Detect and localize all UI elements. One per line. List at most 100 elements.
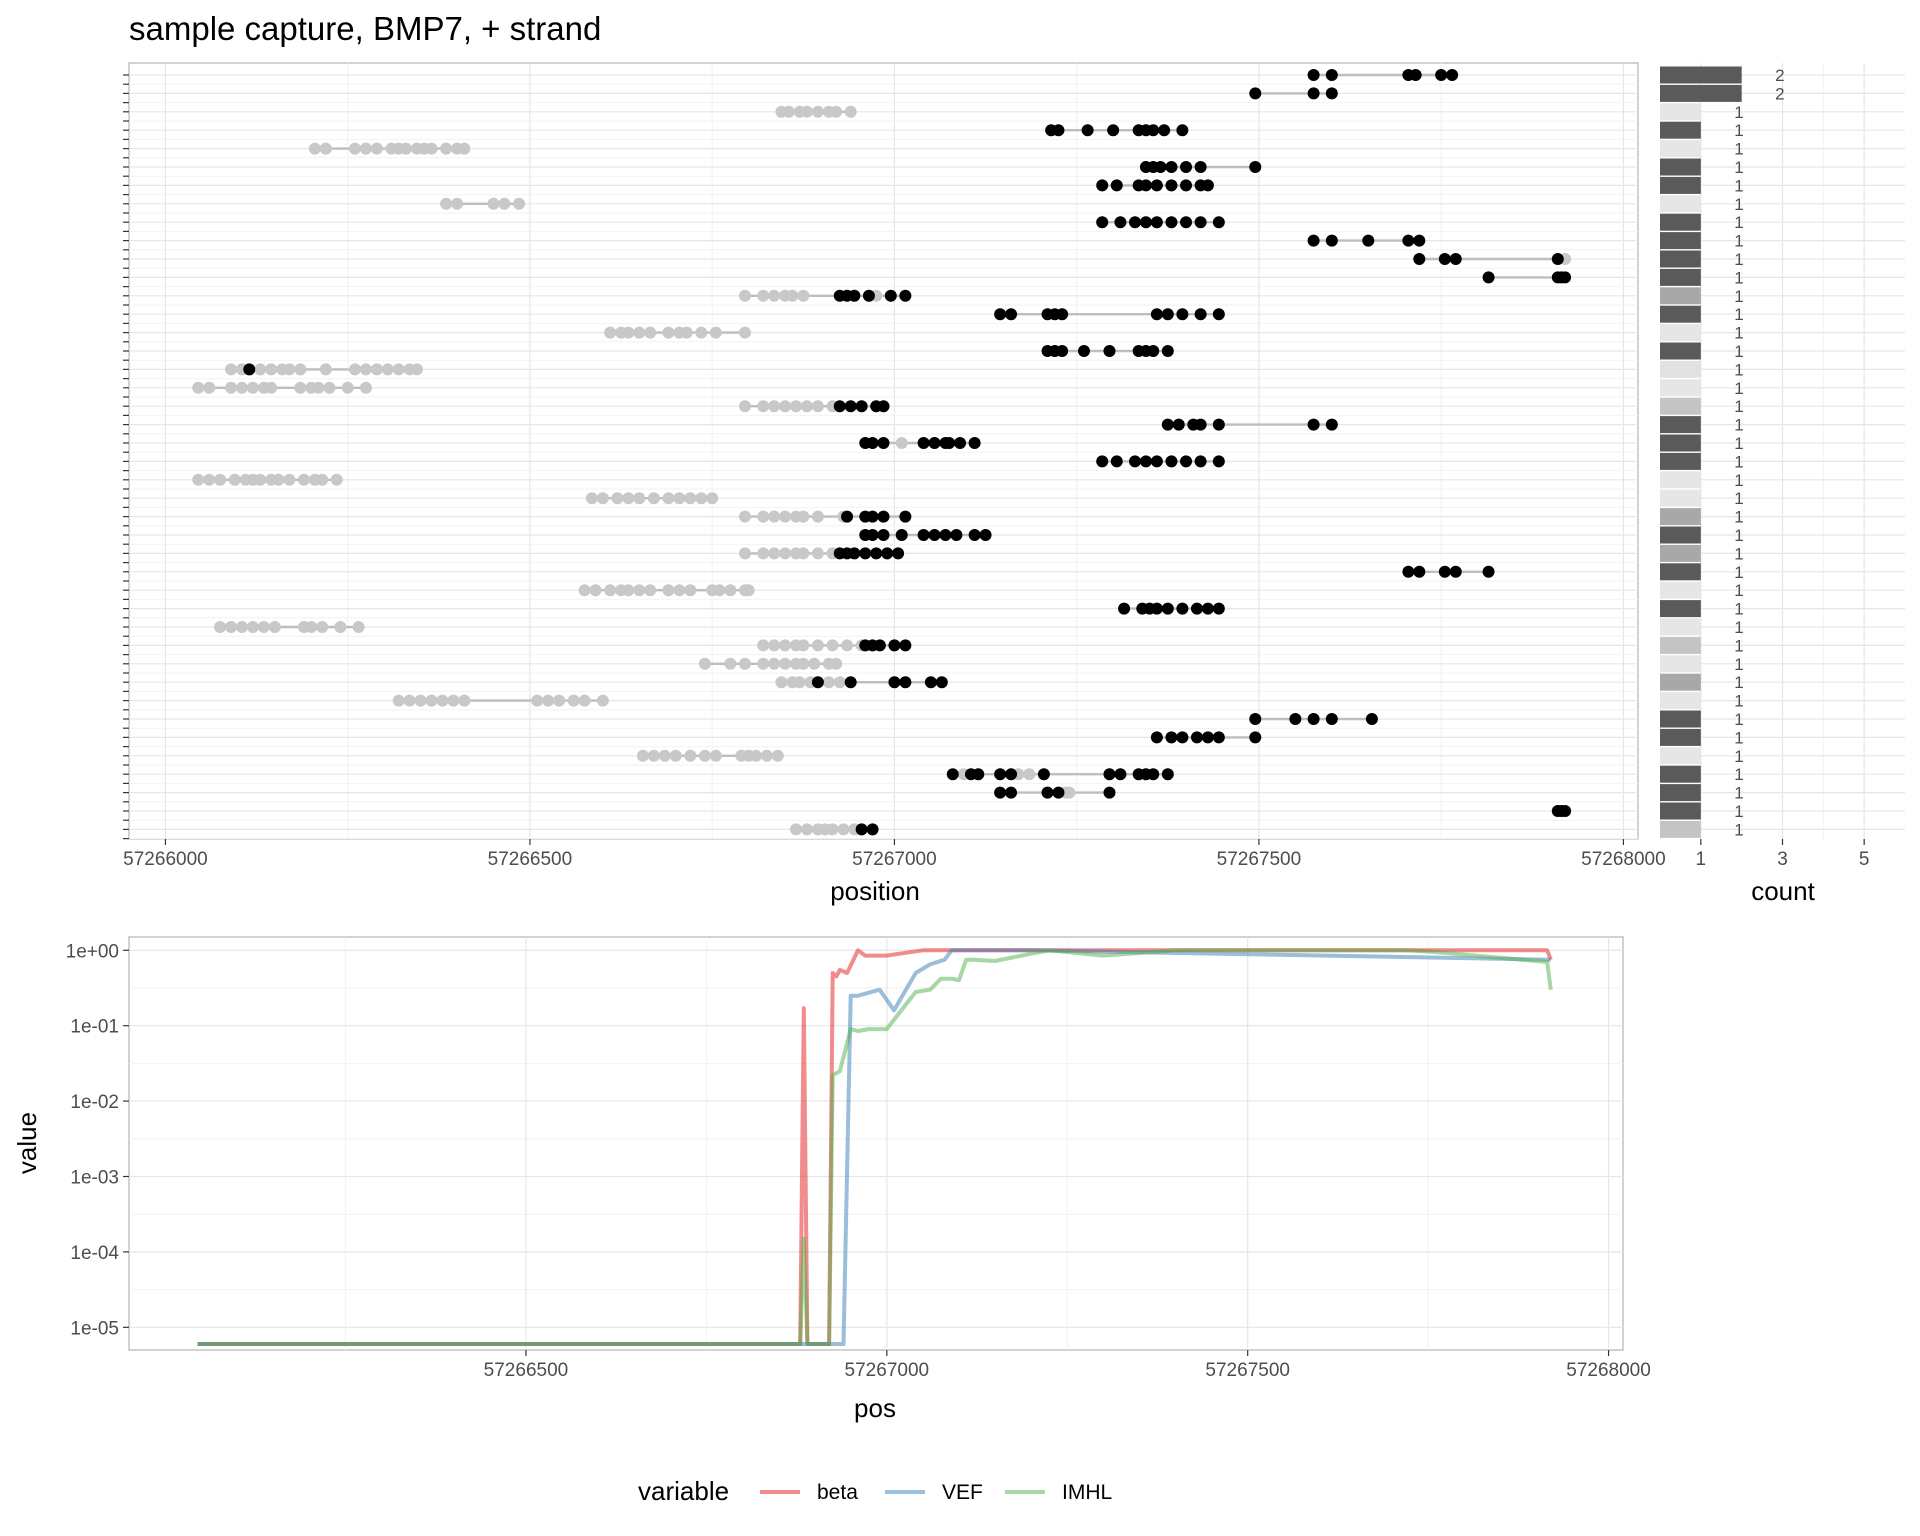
- methylated-cpg-point: [1194, 455, 1207, 468]
- methylated-cpg-point: [877, 400, 890, 413]
- unmethylated-cpg-point: [283, 363, 296, 376]
- count-bar: [1660, 526, 1701, 544]
- unmethylated-cpg-point: [1063, 786, 1076, 799]
- methylated-cpg-point: [1409, 69, 1422, 81]
- unmethylated-cpg-point: [246, 381, 259, 394]
- count-bar: [1660, 176, 1701, 194]
- count-bar: [1660, 84, 1742, 102]
- count-label: 1: [1734, 379, 1743, 398]
- methylated-cpg-point: [1129, 216, 1141, 229]
- methylated-cpg-point: [1482, 565, 1495, 578]
- unmethylated-cpg-point: [334, 621, 347, 633]
- methylated-cpg-point: [1176, 124, 1189, 137]
- unmethylated-cpg-point: [225, 363, 238, 376]
- unmethylated-cpg-point: [440, 142, 453, 155]
- methylated-cpg-point: [1161, 768, 1174, 781]
- methylated-cpg-point: [1129, 455, 1141, 468]
- methylated-cpg-point: [844, 400, 857, 413]
- unmethylated-cpg-point: [436, 694, 449, 707]
- metrics-y-tick-label: 1e+00: [66, 941, 119, 962]
- metrics-y-axis-label: value: [12, 1112, 42, 1174]
- unmethylated-cpg-point: [604, 584, 617, 597]
- count-label: 1: [1734, 600, 1743, 619]
- unmethylated-cpg-point: [214, 621, 227, 633]
- unmethylated-cpg-point: [811, 510, 824, 523]
- count-bar: [1660, 121, 1701, 139]
- unmethylated-cpg-point: [724, 657, 737, 670]
- methylated-cpg-point: [1096, 216, 1109, 229]
- methylated-cpg-point: [1190, 602, 1203, 615]
- reads-panel: 57266000 57266500 57267000 57267500 57268000…: [123, 62, 1666, 906]
- unmethylated-cpg-point: [695, 492, 708, 505]
- methylated-cpg-point: [1118, 602, 1131, 615]
- unmethylated-cpg-point: [272, 473, 285, 486]
- methylated-cpg-point: [1402, 234, 1415, 247]
- methylated-cpg-point: [1307, 87, 1320, 100]
- metrics-x-axis-label: pos: [854, 1393, 896, 1423]
- methylated-cpg-point: [1438, 565, 1451, 578]
- methylated-cpg-point: [1150, 179, 1163, 192]
- methylated-cpg-point: [1103, 768, 1116, 781]
- count-label: 1: [1734, 692, 1743, 711]
- reads-gridlines: [129, 63, 1638, 840]
- unmethylated-cpg-point: [738, 400, 751, 413]
- count-label: 1: [1734, 103, 1743, 122]
- methylated-cpg-point: [1005, 786, 1018, 799]
- count-bar: [1660, 452, 1701, 470]
- methylated-cpg-point: [1201, 731, 1214, 744]
- count-bar: [1660, 213, 1701, 231]
- count-label: 1: [1734, 710, 1743, 729]
- unmethylated-cpg-point: [254, 473, 267, 486]
- count-bar: [1660, 710, 1701, 728]
- unmethylated-cpg-point: [235, 381, 248, 394]
- methylated-cpg-point: [1249, 731, 1262, 744]
- unmethylated-cpg-point: [822, 676, 835, 689]
- methylated-cpg-point: [1056, 345, 1069, 357]
- methylated-cpg-point: [1165, 455, 1178, 468]
- count-bar: [1660, 305, 1701, 323]
- methylated-cpg-point: [1325, 234, 1338, 247]
- reads-x-axis-label: position: [830, 876, 920, 906]
- unmethylated-cpg-point: [440, 197, 453, 210]
- methylated-cpg-point: [1114, 768, 1127, 781]
- methylated-cpg-point: [870, 547, 883, 560]
- unmethylated-cpg-point: [531, 694, 544, 707]
- methylated-cpg-point: [917, 437, 930, 449]
- count-label: 1: [1734, 526, 1743, 545]
- count-bar: [1660, 581, 1701, 599]
- count-bar: [1660, 324, 1701, 342]
- metrics-lines: [197, 948, 1553, 1346]
- count-bar: [1660, 434, 1701, 452]
- unmethylated-cpg-point: [811, 400, 824, 413]
- unmethylated-cpg-point: [797, 289, 810, 302]
- methylated-cpg-point: [1438, 253, 1451, 265]
- unmethylated-cpg-point: [633, 492, 646, 505]
- count-label: 1: [1734, 673, 1743, 692]
- unmethylated-cpg-point: [779, 657, 792, 670]
- unmethylated-cpg-point: [680, 326, 693, 339]
- unmethylated-cpg-point: [833, 676, 846, 689]
- methylated-cpg-point: [917, 529, 930, 541]
- count-x-ticks: 1 3 5: [1696, 839, 1869, 870]
- unmethylated-cpg-point: [392, 363, 405, 376]
- unmethylated-cpg-point: [826, 639, 839, 652]
- methylated-cpg-point: [1446, 69, 1459, 81]
- methylated-cpg-point: [1165, 179, 1178, 192]
- unmethylated-cpg-point: [662, 584, 675, 597]
- metrics-x-tick-label: 57267000: [845, 1360, 930, 1381]
- methylated-cpg-point: [928, 529, 941, 541]
- unmethylated-cpg-point: [359, 381, 372, 394]
- methylated-cpg-point: [1161, 418, 1174, 431]
- methylated-cpg-point: [884, 289, 897, 302]
- count-label: 1: [1734, 581, 1743, 600]
- unmethylated-cpg-point: [684, 584, 697, 597]
- unmethylated-cpg-point: [808, 657, 821, 670]
- methylated-cpg-point: [1165, 731, 1178, 744]
- unmethylated-cpg-point: [192, 473, 205, 486]
- reads-x-tick-label: 57267500: [1217, 849, 1302, 870]
- methylated-cpg-point: [1150, 731, 1163, 744]
- metrics-y-tick-label: 1e-01: [70, 1017, 119, 1038]
- unmethylated-cpg-point: [458, 694, 471, 707]
- methylated-cpg-point: [899, 289, 912, 302]
- unmethylated-cpg-point: [611, 492, 624, 505]
